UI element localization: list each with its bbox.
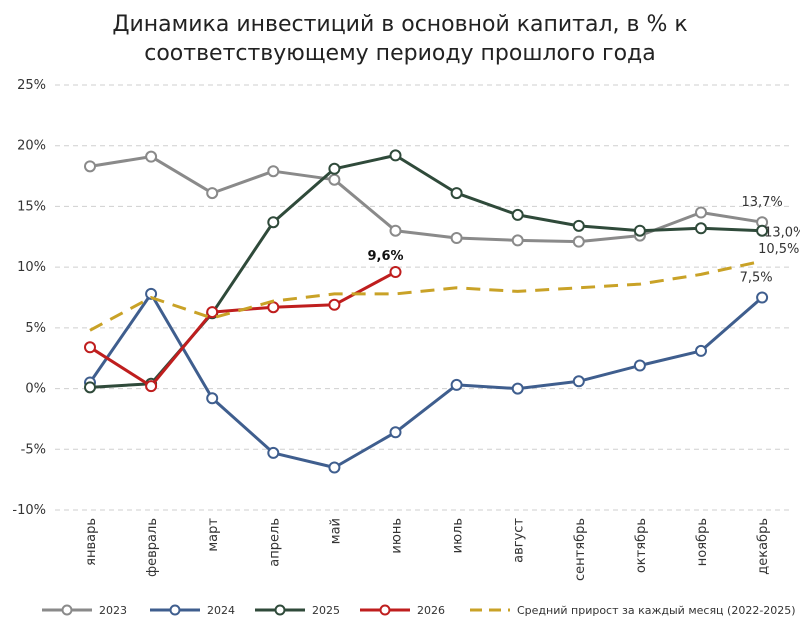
y-tick-label: 5% <box>25 321 46 336</box>
data-point <box>389 149 402 162</box>
data-point <box>511 208 524 221</box>
legend-marker <box>169 604 181 616</box>
data-point <box>695 344 707 357</box>
data-point <box>450 232 463 244</box>
data-point <box>633 359 646 372</box>
data-label: 7,5% <box>740 271 773 286</box>
data-point <box>511 382 524 395</box>
data-point <box>389 224 402 237</box>
data-point <box>695 222 707 235</box>
legend-label: 2024 <box>207 604 235 617</box>
data-point <box>633 224 646 237</box>
x-tick-label: декабрь <box>756 518 771 575</box>
legend-item: 2024 <box>150 604 235 617</box>
legend-item: 2026 <box>360 604 445 617</box>
y-tick-label: -10% <box>12 503 46 518</box>
y-tick-label: 15% <box>17 199 46 214</box>
x-tick-label: сентябрь <box>573 518 588 581</box>
legend-item: 2023 <box>42 604 127 617</box>
y-axis: -10% -5% 0% 5% 10% 15% 20% 25% <box>12 78 46 518</box>
x-axis: январь февраль март апрель май июнь июль август… <box>84 518 771 581</box>
data-point <box>450 187 463 200</box>
legend-label: Средний прирост за каждый месяц (2022-20… <box>517 604 796 617</box>
x-tick-label: январь <box>84 518 99 566</box>
legend-marker <box>274 604 286 616</box>
data-label: 13,7% <box>741 195 782 210</box>
legend-marker <box>379 604 391 616</box>
series-line <box>88 153 764 389</box>
legend-item: 2025 <box>255 604 340 617</box>
data-point <box>572 235 585 248</box>
y-tick-label: 10% <box>17 260 46 275</box>
data-point <box>756 224 769 237</box>
data-point <box>389 266 402 278</box>
data-point <box>450 378 463 391</box>
x-tick-label: май <box>328 518 343 544</box>
data-point <box>267 216 280 229</box>
y-tick-label: 20% <box>17 139 46 154</box>
data-point <box>572 375 585 388</box>
series-layer <box>84 149 769 474</box>
x-tick-label: март <box>206 518 221 552</box>
x-tick-label: февраль <box>145 518 160 577</box>
data-point <box>328 461 341 474</box>
chart-title-line1: Динамика инвестиций в основной капитал, … <box>112 12 687 37</box>
series-2024 <box>84 287 769 474</box>
x-tick-label: ноябрь <box>695 518 710 566</box>
series-line <box>89 259 763 332</box>
data-point <box>267 301 280 314</box>
y-tick-label: 0% <box>25 382 46 397</box>
series-средний-прирост-за-к <box>89 259 763 332</box>
data-point <box>695 206 707 219</box>
data-point <box>84 381 96 394</box>
data-point <box>572 219 585 232</box>
data-point <box>145 380 158 393</box>
series-2023 <box>84 150 769 248</box>
legend-marker <box>61 604 73 616</box>
data-point <box>206 306 219 319</box>
data-label: 10,5% <box>758 242 799 257</box>
legend-item: Средний прирост за каждый месяц (2022-20… <box>470 604 796 617</box>
x-tick-label: июнь <box>390 518 405 554</box>
data-point <box>328 298 341 311</box>
x-tick-label: апрель <box>267 518 282 567</box>
chart-title-line2: соответствующему периоду прошлого года <box>144 41 655 66</box>
data-label: 9,6% <box>367 249 403 264</box>
y-tick-label: -5% <box>21 442 46 457</box>
data-point <box>328 173 341 186</box>
annotation-layer: 13,7% 13,0%10,5% 7,5% 9,6% <box>367 195 800 285</box>
data-point <box>511 234 524 247</box>
legend-label: 2025 <box>312 604 340 617</box>
data-point <box>84 160 96 173</box>
legend-label: 2026 <box>417 604 445 617</box>
x-tick-label: октябрь <box>634 518 649 573</box>
data-point <box>267 446 280 459</box>
data-point <box>84 341 96 354</box>
y-tick-label: 25% <box>17 78 46 93</box>
data-point <box>206 392 219 405</box>
x-tick-label: август <box>512 518 527 563</box>
legend-label: 2023 <box>99 604 127 617</box>
series-line <box>88 270 397 388</box>
data-point <box>328 162 341 175</box>
data-label: 13,0% <box>764 226 800 241</box>
data-point <box>145 150 158 163</box>
data-point <box>389 426 402 439</box>
x-tick-label: июль <box>451 518 466 553</box>
grid-layer <box>55 84 790 511</box>
data-point <box>267 165 280 178</box>
data-point <box>206 187 219 200</box>
data-point <box>756 291 769 304</box>
legend: 2023 2024 2025 2026 Средний прирост за кажды… <box>42 604 796 617</box>
series-line <box>88 292 764 469</box>
series-2026 <box>84 266 402 393</box>
